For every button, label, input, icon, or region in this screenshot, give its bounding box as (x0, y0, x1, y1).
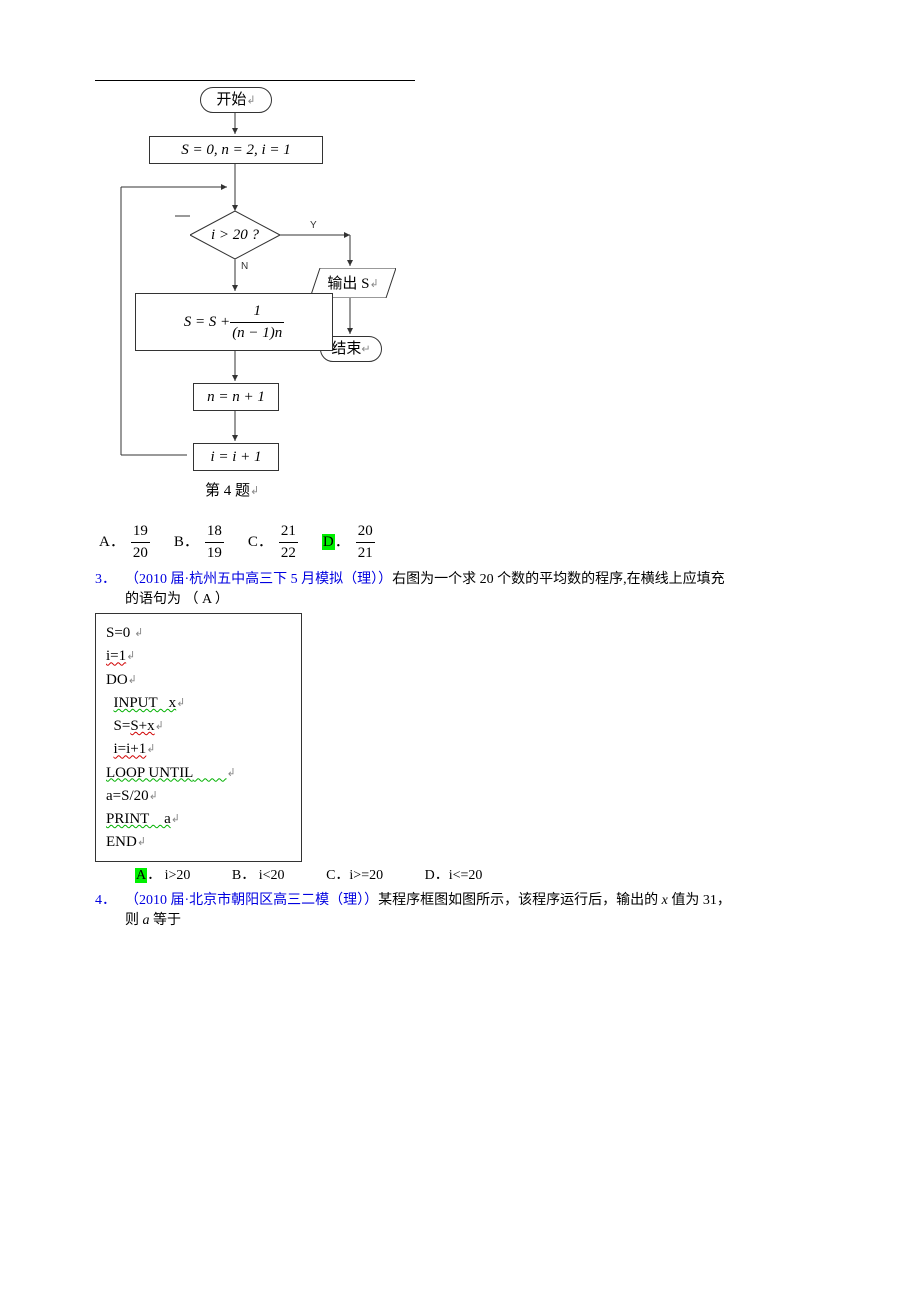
flowchart-caption-text: 第 4 题 (205, 483, 250, 499)
q2-c-den: 22 (279, 543, 298, 564)
q2-c-num: 21 (279, 521, 298, 543)
q2-a-num: 19 (131, 521, 150, 543)
q2-b-num: 18 (205, 521, 224, 543)
q2-d-num: 20 (356, 521, 375, 543)
flow-decision-text: i > 20 ? (211, 227, 259, 243)
q3-opt-a: A． i>20 (135, 868, 190, 883)
flowchart-figure: 开始↲ S = 0, n = 2, i = 1 i > 20 ? Y N 输出 … (95, 80, 415, 521)
code-l9: PRINT a↲ (106, 808, 291, 831)
flow-proc-i-text: i = i + 1 (210, 449, 261, 465)
code-l1: S=0 ↲ (106, 622, 291, 645)
code-l4: INPUT x↲ (106, 692, 291, 715)
flow-init: S = 0, n = 2, i = 1 (149, 136, 323, 164)
code-l6: i=i+1↲ (106, 738, 291, 761)
flow-init-text: S = 0, n = 2, i = 1 (181, 142, 291, 158)
code-l3: DO↲ (106, 669, 291, 692)
flow-proc-s-den: (n − 1)n (230, 323, 284, 344)
q4-var-a: a (143, 913, 150, 928)
flow-output-text: 输出 S (327, 276, 369, 292)
code-l5: S=S+x↲ (106, 715, 291, 738)
flow-proc-n: n = n + 1 (193, 383, 279, 411)
q2-b-den: 19 (205, 543, 224, 564)
flow-proc-s-num: 1 (230, 301, 284, 323)
q2-opt-c: C．2122 (248, 521, 298, 564)
q3-opt-b: B． i<20 (232, 868, 285, 883)
q2-opt-d: D．2021 (322, 521, 375, 564)
q4-text-b1: 则 (125, 913, 143, 928)
flow-proc-i: i = i + 1 (193, 443, 279, 471)
q2-opt-a: A．1920 (99, 521, 150, 564)
q4-stem: 4． （2010 届·北京市朝阳区高三二模（理））某程序框图如图所示，该程序运行… (95, 891, 825, 930)
q3-text-a: 右图为一个求 20 个数的平均数的程序,在横线上应填充 (392, 572, 725, 587)
q2-a-den: 20 (131, 543, 150, 564)
code-l2: i=1↲ (106, 645, 291, 668)
q3-stem: 3． （2010 届·杭州五中高三下 5 月模拟（理））右图为一个求 20 个数… (95, 570, 825, 609)
flow-proc-s-prefix: S = S + (184, 312, 231, 333)
flow-decision: i > 20 ? (190, 211, 280, 259)
code-l8: a=S/20↲ (106, 785, 291, 808)
flow-proc-n-text: n = n + 1 (207, 389, 265, 405)
q4-number: 4． (95, 891, 125, 930)
q2-opt-b: B．1819 (174, 521, 224, 564)
code-l10: END↲ (106, 831, 291, 854)
q3-opt-d: D．i<=20 (425, 868, 483, 883)
q4-text-a2: 值为 31， (668, 893, 731, 908)
flow-end-label: 结束 (331, 341, 361, 357)
label-n: N (241, 260, 248, 274)
q3-options: A． i>20 B． i<20 C．i>=20 D．i<=20 (135, 866, 825, 886)
q2-options: A．1920 B．1819 C．2122 D．2021 (99, 521, 825, 564)
code-l7: LOOP UNTIL ↲ (106, 762, 291, 785)
q3-text-b: 的语句为 （ A ） (125, 590, 725, 610)
flow-proc-s: S = S + 1 (n − 1)n (135, 293, 333, 351)
q4-text-b2: 等于 (150, 913, 182, 928)
flow-start-label: 开始 (216, 92, 246, 108)
label-y: Y (310, 219, 317, 233)
q3-opt-c: C．i>=20 (326, 868, 383, 883)
q2-d-den: 21 (356, 543, 375, 564)
q4-source: （2010 届·北京市朝阳区高三二模（理）） (125, 893, 378, 908)
q3-source: （2010 届·杭州五中高三下 5 月模拟（理）） (125, 572, 392, 587)
q3-number: 3． (95, 570, 125, 609)
flow-start: 开始↲ (200, 87, 272, 113)
q4-text-a1: 某程序框图如图所示，该程序运行后，输出的 (378, 893, 662, 908)
q3-code-box: S=0 ↲ i=1↲ DO↲ INPUT x↲ S=S+x↲ i=i+1↲ LO… (95, 613, 302, 862)
flowchart-caption: 第 4 题↲ (205, 481, 259, 502)
